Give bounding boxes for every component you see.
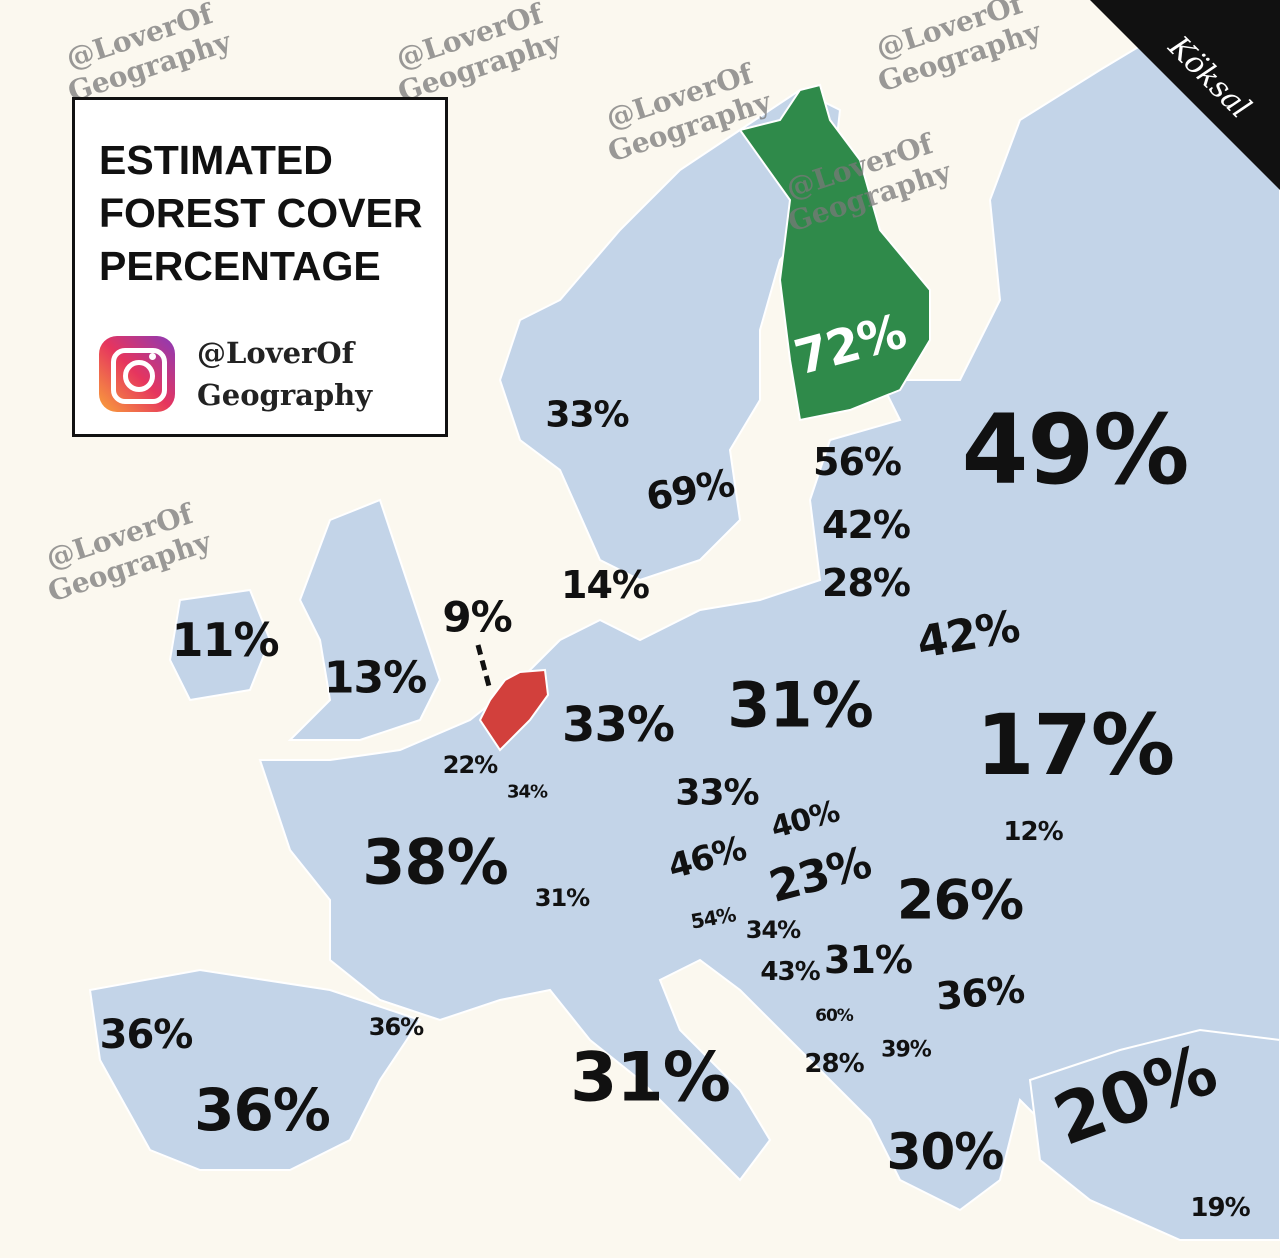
netherlands-pointer: [475, 644, 493, 691]
turkey: [1028, 1028, 1280, 1241]
label-france: 38%: [362, 825, 508, 899]
label-italy: 31%: [570, 1038, 731, 1118]
label-estonia: 56%: [813, 440, 902, 484]
label-moldova: 12%: [1003, 817, 1063, 847]
label-ireland: 11%: [171, 613, 279, 667]
label-lithuania: 28%: [822, 561, 911, 605]
label-bosnia: 43%: [760, 957, 820, 987]
netherlands: [478, 668, 550, 752]
instagram-handle: @LoverOf Geography: [197, 336, 373, 412]
label-cyprus: 19%: [1190, 1193, 1250, 1223]
label-norway: 33%: [545, 394, 629, 436]
label-latvia: 42%: [822, 503, 911, 547]
label-czechia: 33%: [675, 772, 759, 814]
label-andorra: 36%: [368, 1013, 424, 1041]
label-croatia: 34%: [745, 916, 801, 944]
ireland: [168, 588, 272, 702]
label-montenegro: 60%: [815, 1006, 854, 1026]
map-title: ESTIMATED FOREST COVER PERCENTAGE: [99, 137, 423, 289]
signature-corner: [1090, 0, 1280, 190]
label-bulgaria: 36%: [934, 967, 1026, 1019]
label-romania: 26%: [896, 868, 1024, 932]
title-box: ESTIMATED FOREST COVER PERCENTAGE @LoverOf…: [72, 97, 448, 437]
iberia: [88, 968, 422, 1171]
label-denmark: 14%: [561, 563, 650, 607]
label-poland: 31%: [727, 668, 873, 742]
label-serbia: 31%: [824, 938, 913, 982]
great-britain: [287, 498, 442, 741]
label-germany: 33%: [562, 697, 675, 753]
label-russia: 49%: [961, 394, 1190, 506]
label-spain: 36%: [194, 1076, 331, 1144]
label-portugal: 36%: [99, 1012, 194, 1058]
label-uk: 13%: [323, 652, 427, 704]
finland: [738, 83, 931, 422]
mainland-europe: [258, 0, 1280, 1212]
label-switzerland: 31%: [534, 884, 590, 912]
label-belgium: 22%: [442, 751, 498, 779]
instagram-icon: [99, 336, 175, 412]
label-ukraine: 17%: [975, 696, 1175, 794]
scandinavia: [498, 88, 842, 582]
label-north-macedonia: 39%: [881, 1037, 932, 1063]
label-netherlands: 9%: [442, 592, 512, 642]
label-greece: 30%: [886, 1123, 1005, 1181]
label-albania: 28%: [804, 1049, 864, 1079]
label-luxembourg: 34%: [506, 781, 548, 803]
